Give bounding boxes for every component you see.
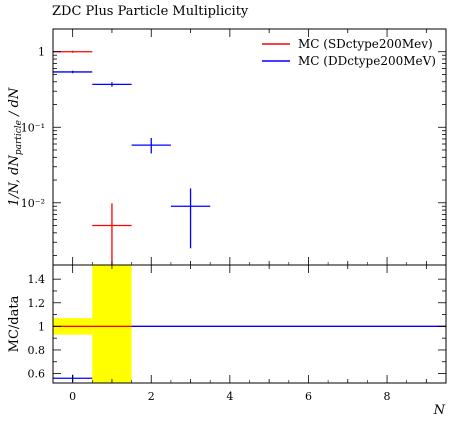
main-points [53, 50, 211, 265]
chart-title: ZDC Plus Particle Multiplicity [52, 4, 249, 19]
ratio-tick-label: 1.2 [28, 297, 46, 310]
data-band-1 [92, 265, 132, 383]
x-axis-label: N [433, 403, 446, 418]
data-point-1-3 [170, 188, 211, 249]
x-tick-label: 2 [148, 390, 155, 403]
ratio-tick-label: 0.6 [28, 368, 46, 381]
y-tick-label: 1 [38, 46, 45, 59]
legend-label-0: MC (SDctype200Mev) [298, 37, 433, 51]
x-tick-label: 8 [384, 390, 391, 403]
x-tick-label: 6 [305, 390, 312, 403]
legend-label-1: MC (DDctype200MeV) [298, 54, 436, 68]
ratio-tick-label: 0.8 [28, 344, 46, 357]
y-tick-label: 10⁻² [21, 197, 45, 210]
y-tick-label: 10⁻¹ [21, 121, 45, 134]
axis-labels: 1/N, dNparticle / dN MC/data N [7, 87, 446, 418]
ratio-bands [53, 265, 446, 383]
y-axis-label: 1/N, dNparticle / dN [7, 87, 24, 206]
legend: MC (SDctype200Mev) MC (DDctype200MeV) [262, 37, 436, 68]
data-point-0-1 [92, 203, 132, 265]
ratio-y-axis-label: MC/data [7, 295, 22, 352]
ratio-tick-label: 1.4 [28, 273, 46, 286]
x-tick-label: 0 [69, 390, 76, 403]
x-tick-label: 4 [226, 390, 233, 403]
data-point-1-2 [131, 138, 171, 154]
axis-ticks: 0 2 4 6 8 1 10⁻¹ 10⁻² 0.6 0.8 1 1.2 1.4 [21, 28, 447, 403]
data-point-1-1 [92, 82, 132, 87]
data-point-1-0 [53, 70, 93, 74]
ratio-tick-label: 1 [38, 320, 45, 333]
